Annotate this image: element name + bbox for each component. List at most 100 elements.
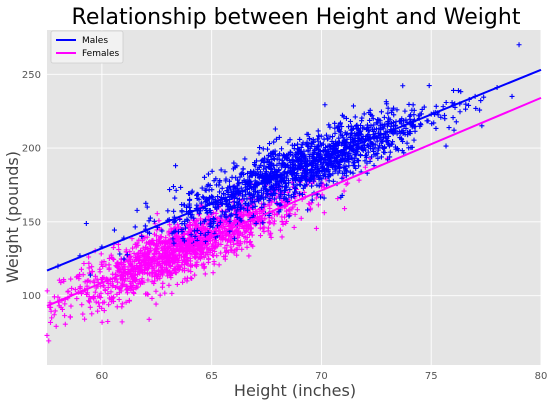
data-point-female (208, 238, 214, 244)
data-point-female (119, 304, 125, 310)
data-point-female (252, 219, 258, 225)
data-point-female (93, 299, 99, 305)
data-point-female (166, 282, 172, 288)
data-point-female (134, 284, 140, 290)
data-point-female (148, 247, 154, 253)
data-point-female (130, 282, 136, 288)
data-point-female (47, 319, 53, 325)
data-point-female (121, 261, 127, 267)
data-point-female (91, 278, 97, 284)
data-point-female (59, 306, 65, 312)
data-point-female (210, 241, 216, 247)
data-point-female (269, 199, 275, 205)
data-point-female (98, 290, 104, 296)
data-point-female (89, 311, 95, 317)
data-point-female (129, 273, 135, 279)
data-point-female (151, 251, 157, 257)
data-point-female (145, 277, 151, 283)
data-point-female (135, 271, 141, 277)
data-point-female (124, 286, 130, 292)
data-point-female (277, 227, 283, 233)
data-point-female (128, 287, 134, 293)
data-point-female (313, 225, 319, 231)
data-point-female (294, 207, 300, 213)
data-point-female (206, 256, 212, 262)
legend: Males Females (50, 30, 124, 64)
data-point-female (72, 287, 78, 293)
data-point-female (230, 229, 236, 235)
data-point-female (266, 219, 272, 225)
data-point-female (194, 217, 200, 223)
data-point-female (56, 303, 62, 309)
data-point-female (119, 319, 125, 325)
data-point-female (211, 261, 217, 267)
data-point-female (87, 304, 93, 310)
data-point-female (153, 288, 159, 294)
data-point-female (204, 245, 210, 251)
data-point-female (98, 261, 104, 267)
data-point-female (114, 304, 120, 310)
data-point-female (149, 295, 155, 301)
data-point-female (125, 259, 131, 265)
y-tick-labels: 100 150 200 250 (22, 70, 41, 302)
data-point-female (210, 252, 216, 258)
data-point-female (120, 277, 126, 283)
y-tick-label: 150 (22, 217, 41, 228)
data-point-female (61, 278, 67, 284)
data-point-female (250, 243, 256, 249)
data-point-female (188, 269, 194, 275)
data-point-female (44, 288, 50, 294)
data-point-female (92, 273, 98, 279)
y-tick-label: 200 (22, 144, 41, 155)
data-point-female (86, 265, 92, 271)
data-point-female (153, 301, 159, 307)
data-point-female (267, 232, 273, 238)
data-point-female (315, 202, 321, 208)
data-point-female (224, 242, 230, 248)
data-point-female (239, 246, 245, 252)
data-point-female (92, 289, 98, 295)
data-point-female (157, 292, 163, 298)
data-point-female (298, 215, 304, 221)
data-point-female (313, 195, 319, 201)
data-point-female (343, 181, 349, 187)
data-point-female (211, 237, 217, 243)
data-point-female (143, 291, 149, 297)
data-point-female (189, 276, 195, 282)
data-point-female (125, 275, 131, 281)
data-point-female (195, 235, 201, 241)
data-point-female (56, 277, 62, 283)
data-point-female (115, 241, 121, 247)
x-tick-label: 80 (535, 371, 548, 382)
data-point-female (280, 221, 286, 227)
data-point-female (321, 210, 327, 216)
data-point-female (151, 231, 157, 237)
y-axis-label: Weight (pounds) (3, 151, 22, 283)
data-point-female (67, 314, 73, 320)
data-point-female (80, 311, 86, 317)
data-point-female (214, 243, 220, 249)
data-point-female (154, 211, 160, 217)
data-point-female (243, 235, 249, 241)
data-point-female (141, 279, 147, 285)
data-point-female (247, 239, 253, 245)
data-point-female (97, 266, 103, 272)
data-point-female (292, 211, 298, 217)
data-point-female (198, 248, 204, 254)
data-point-female (105, 291, 111, 297)
data-point-female (68, 303, 74, 309)
data-point-female (234, 252, 240, 258)
data-point-female (335, 196, 341, 202)
data-point-female (271, 221, 277, 227)
data-point-female (190, 222, 196, 228)
data-point-female (101, 308, 107, 314)
data-point-female (218, 250, 224, 256)
data-point-female (110, 283, 116, 289)
data-point-female (49, 315, 55, 321)
data-point-female (247, 239, 253, 245)
data-point-female (247, 229, 253, 235)
data-point-female (261, 224, 267, 230)
data-point-female (78, 266, 84, 272)
data-point-female (101, 259, 107, 265)
